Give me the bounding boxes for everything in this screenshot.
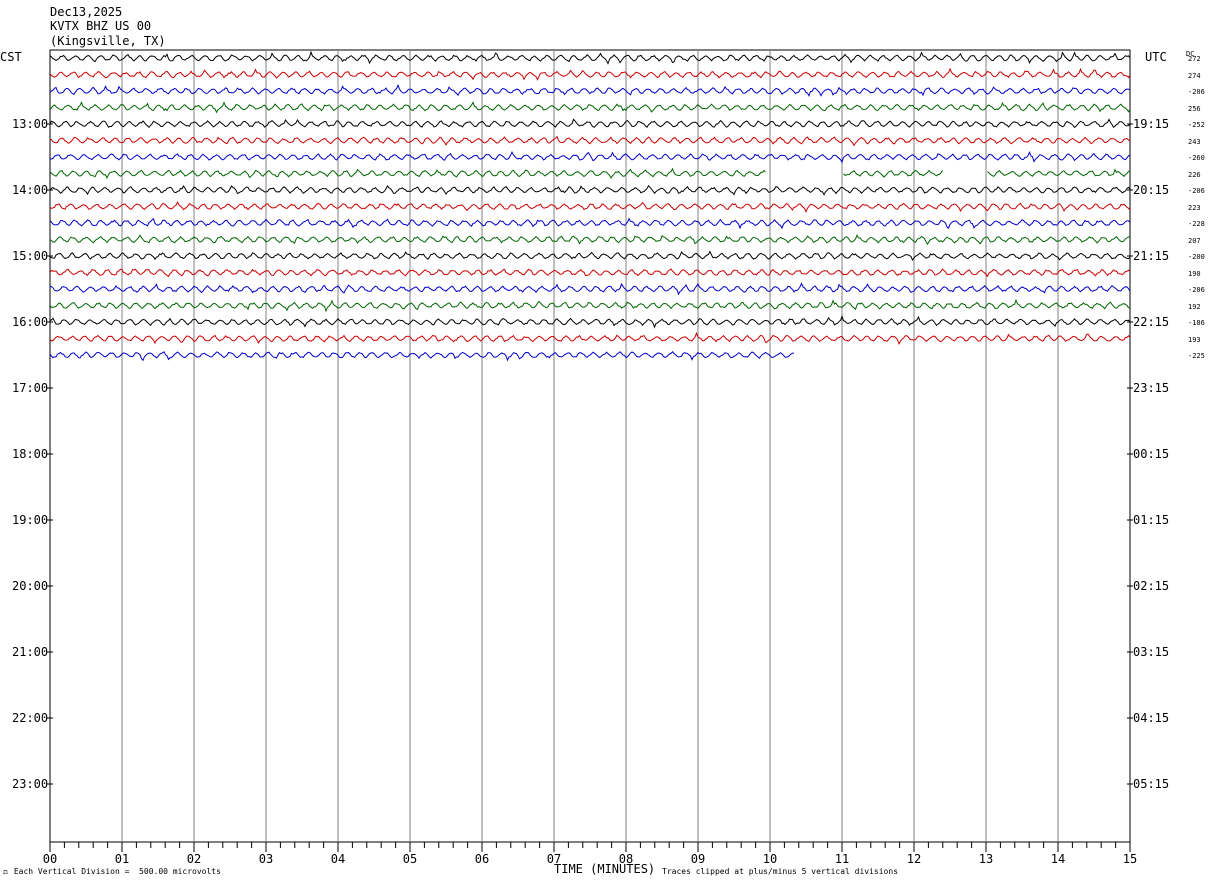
dc-label-row-0: 272 bbox=[1188, 55, 1201, 63]
dc-label-row-5: 243 bbox=[1188, 137, 1201, 146]
dc-header-label: DC bbox=[1186, 50, 1195, 58]
x-tick-label-14: 14 bbox=[1051, 852, 1065, 866]
trace-row-14 bbox=[49, 282, 1131, 296]
plot-frame bbox=[49, 49, 1131, 843]
x-tick-label-15: 15 bbox=[1123, 852, 1137, 866]
trace-row-1 bbox=[49, 67, 1131, 81]
dc-label-row-16: -186 bbox=[1188, 319, 1205, 327]
x-tick-label-06: 06 bbox=[475, 852, 489, 866]
dc-label-row-14: -206 bbox=[1188, 286, 1205, 294]
utc-hour-label: 02:15 bbox=[1133, 579, 1170, 593]
dc-label-row-2: -206 bbox=[1188, 88, 1205, 96]
seismic-traces bbox=[49, 50, 1131, 362]
cst-hour-label: 20:00 bbox=[12, 579, 49, 593]
trace-row-16 bbox=[49, 314, 1131, 329]
trace-row-0 bbox=[49, 50, 1131, 65]
dc-label-row-17: 193 bbox=[1188, 335, 1201, 344]
dc-label-row-6: -260 bbox=[1188, 154, 1205, 162]
dc-label-row-10: -228 bbox=[1188, 220, 1205, 228]
x-tick-label-00: 00 bbox=[43, 852, 57, 866]
trace-row-15 bbox=[49, 298, 1130, 313]
utc-hour-label: 20:15 bbox=[1133, 183, 1170, 197]
trace-row-8 bbox=[49, 184, 1131, 196]
utc-hour-label: 19:15 bbox=[1133, 117, 1170, 131]
x-tick-label-04: 04 bbox=[331, 852, 345, 866]
trace-row-6 bbox=[49, 150, 1131, 164]
utc-hour-label: 04:15 bbox=[1133, 711, 1170, 725]
date-label: Dec13,2025 bbox=[50, 5, 123, 19]
cst-hour-label: 22:00 bbox=[12, 711, 49, 725]
dc-label-row-3: 256 bbox=[1188, 104, 1201, 113]
cst-hour-label: 19:00 bbox=[12, 513, 49, 527]
x-tick-label-07: 07 bbox=[547, 852, 561, 866]
dc-label-row-15: 192 bbox=[1188, 302, 1201, 311]
cst-hour-label: 15:00 bbox=[12, 249, 49, 263]
dc-label-row-18: -225 bbox=[1188, 352, 1205, 360]
utc-hour-label: 05:15 bbox=[1133, 777, 1170, 791]
location-label: (Kingsville, TX) bbox=[50, 34, 166, 48]
trace-row-10 bbox=[49, 217, 1131, 230]
cst-hour-label: 13:00 bbox=[12, 117, 49, 131]
trace-row-18 bbox=[49, 351, 795, 362]
trace-row-4 bbox=[49, 118, 1131, 129]
cst-hour-label: 18:00 bbox=[12, 447, 49, 461]
cst-hour-label: 17:00 bbox=[12, 381, 49, 395]
trace-row-7 bbox=[49, 167, 1131, 180]
scale-icon: ⚖ bbox=[3, 867, 8, 876]
cst-hour-label: 23:00 bbox=[12, 777, 49, 791]
utc-hour-label: 22:15 bbox=[1133, 315, 1170, 329]
cst-hour-label: 21:00 bbox=[12, 645, 49, 659]
utc-hour-label: 23:15 bbox=[1133, 381, 1170, 395]
trace-row-9 bbox=[49, 200, 1131, 213]
trace-row-11 bbox=[49, 234, 1131, 246]
x-tick-label-11: 11 bbox=[835, 852, 849, 866]
cst-hour-label: 16:00 bbox=[12, 315, 49, 329]
utc-hour-label: 21:15 bbox=[1133, 249, 1170, 263]
x-tick-label-13: 13 bbox=[979, 852, 993, 866]
dc-label-row-1: 274 bbox=[1188, 71, 1201, 80]
dc-label-row-4: -252 bbox=[1188, 121, 1205, 129]
trace-row-2 bbox=[49, 83, 1131, 98]
dc-label-row-9: 223 bbox=[1188, 203, 1201, 212]
division-text: Each Vertical Division = 500.00 microvol… bbox=[13, 867, 221, 876]
dc-label-row-13: 190 bbox=[1188, 269, 1201, 278]
time-axis: 00 01 02 03 04 05 06 07 08 09 10 11 12 13 14 15 bbox=[43, 123, 1137, 866]
dc-label-row-7: 226 bbox=[1188, 170, 1201, 179]
station-label: KVTX BHZ US 00 bbox=[50, 19, 152, 33]
utc-hour-label: 01:15 bbox=[1133, 513, 1170, 527]
x-tick-label-02: 02 bbox=[187, 852, 201, 866]
trace-row-12 bbox=[49, 250, 1131, 262]
x-tick-label-03: 03 bbox=[259, 852, 273, 866]
x-tick-label-12: 12 bbox=[907, 852, 921, 866]
dc-label-row-11: 207 bbox=[1188, 236, 1201, 245]
x-axis-title: TIME (MINUTES) bbox=[554, 862, 656, 876]
x-tick-label-05: 05 bbox=[403, 852, 417, 866]
trace-row-13 bbox=[49, 268, 1131, 278]
trace-row-3 bbox=[49, 101, 1131, 114]
cst-hour-label: 14:00 bbox=[12, 183, 49, 197]
left-timezone-label: CST bbox=[0, 50, 22, 64]
x-tick-label-09: 09 bbox=[691, 852, 705, 866]
minute-gridlines bbox=[121, 50, 1059, 842]
utc-hour-label: 00:15 bbox=[1133, 447, 1170, 461]
dc-label-row-8: -206 bbox=[1188, 187, 1205, 195]
dc-label-row-12: -200 bbox=[1188, 253, 1205, 261]
x-tick-label-01: 01 bbox=[115, 852, 129, 866]
clip-note: Traces clipped at plus/minus 5 vertical … bbox=[662, 867, 899, 876]
right-timezone-label: UTC bbox=[1145, 50, 1167, 64]
trace-row-17 bbox=[49, 331, 1131, 345]
trace-row-5 bbox=[49, 135, 1131, 147]
x-tick-label-08: 08 bbox=[619, 852, 633, 866]
x-tick-label-10: 10 bbox=[763, 852, 777, 866]
division-note: ⚖ Each Vertical Division = 500.00 microvo… bbox=[3, 867, 221, 877]
utc-hour-label: 03:15 bbox=[1133, 645, 1170, 659]
